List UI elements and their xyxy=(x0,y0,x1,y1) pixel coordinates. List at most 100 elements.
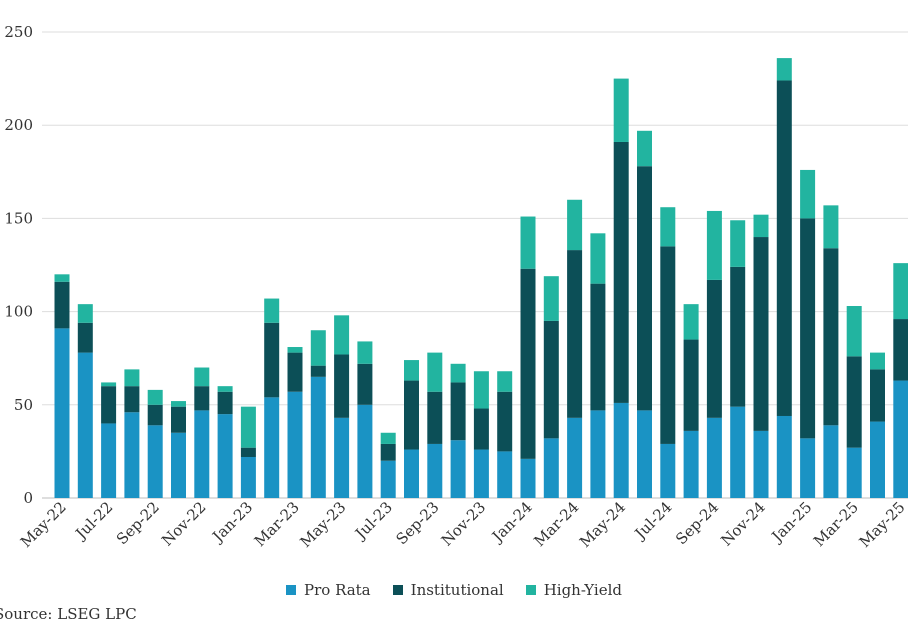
x-tick-label: Mar-24 xyxy=(530,498,582,550)
bar-segment-high-yield xyxy=(404,360,419,381)
bar-segment-institutional xyxy=(473,408,489,450)
bar-segment-high-yield xyxy=(77,304,93,323)
bar-segment-pro-rata xyxy=(217,414,233,498)
bar-segment-pro-rata xyxy=(310,376,326,498)
bar-segment-institutional xyxy=(590,283,606,411)
x-tick-label: Nov-24 xyxy=(717,498,768,549)
x-tick-label: Jul-22 xyxy=(71,498,117,544)
legend-item-high-yield: High-Yield xyxy=(525,581,622,599)
bar-segment-institutional xyxy=(800,218,816,439)
y-tick-label: 250 xyxy=(4,23,33,41)
bar-segment-institutional xyxy=(194,386,210,411)
bar-segment-pro-rata xyxy=(171,432,186,498)
bar-segment-pro-rata xyxy=(497,451,513,498)
bar-segment-pro-rata xyxy=(194,410,210,498)
bar-segment-high-yield xyxy=(264,298,280,323)
bar-segment-institutional xyxy=(240,447,256,457)
bar-segment-high-yield xyxy=(171,401,186,407)
legend-label-institutional: Institutional xyxy=(410,581,504,599)
bar-segment-institutional xyxy=(613,141,629,403)
bar-segment-high-yield xyxy=(147,389,163,405)
bar-segment-pro-rata xyxy=(287,391,303,498)
legend-swatch-high-yield xyxy=(525,585,536,595)
bar-segment-pro-rata xyxy=(54,328,70,498)
legend-label-pro-rata: Pro Rata xyxy=(304,581,371,599)
bar-segment-pro-rata xyxy=(124,412,140,498)
bar-segment-institutional xyxy=(870,369,885,422)
bar-segment-high-yield xyxy=(590,233,606,284)
bar-segment-institutional xyxy=(730,266,746,407)
x-tick-label: Jul-24 xyxy=(630,498,676,544)
bars xyxy=(54,58,908,498)
bar-segment-pro-rata xyxy=(846,447,862,498)
bar-segment-institutional xyxy=(706,279,722,418)
bar-segment-institutional xyxy=(404,380,419,450)
bar-segment-pro-rata xyxy=(147,425,163,498)
legend-label-high-yield: High-Yield xyxy=(543,581,622,599)
x-tick-label: Sep-23 xyxy=(392,498,442,548)
x-tick-label: May-25 xyxy=(856,498,908,551)
bar-segment-institutional xyxy=(287,352,303,392)
bar-segment-pro-rata xyxy=(520,458,536,498)
bar-segment-high-yield xyxy=(217,386,233,392)
legend-swatch-institutional xyxy=(392,585,403,595)
bar-segment-institutional xyxy=(334,354,350,418)
bar-segment-institutional xyxy=(264,322,280,398)
bar-segment-pro-rata xyxy=(450,440,466,498)
bar-segment-high-yield xyxy=(776,58,792,81)
bar-segment-pro-rata xyxy=(567,417,583,498)
bar-segment-high-yield xyxy=(54,274,70,282)
x-tick-label: Jan-24 xyxy=(487,498,536,547)
y-tick-label: 150 xyxy=(4,209,33,227)
bar-segment-pro-rata xyxy=(77,352,93,498)
y-axis-ticks: 0 50 100 150 200 250 xyxy=(4,23,33,507)
bar-segment-high-yield xyxy=(683,304,699,340)
bar-segment-high-yield xyxy=(706,210,722,280)
bar-segment-high-yield xyxy=(101,382,117,387)
bar-segment-pro-rata xyxy=(637,410,652,498)
bar-segment-high-yield xyxy=(427,352,443,392)
bar-segment-institutional xyxy=(357,363,373,405)
bar-segment-high-yield xyxy=(660,207,676,247)
bar-segment-institutional xyxy=(683,339,699,431)
bar-segment-high-yield xyxy=(543,276,559,321)
bar-segment-institutional xyxy=(380,443,396,461)
bar-segment-pro-rata xyxy=(357,404,373,498)
bar-segment-institutional xyxy=(54,281,70,329)
x-tick-label: May-23 xyxy=(296,498,349,551)
bar-segment-institutional xyxy=(310,365,326,377)
bar-segment-institutional xyxy=(567,250,583,418)
y-tick-label: 200 xyxy=(4,116,33,134)
bar-segment-high-yield xyxy=(567,199,583,251)
legend: Pro Rata Institutional High-Yield xyxy=(0,581,908,599)
x-tick-label: Sep-22 xyxy=(113,498,163,548)
bar-segment-high-yield xyxy=(800,169,816,219)
bar-segment-high-yield xyxy=(520,216,536,269)
bar-segment-pro-rata xyxy=(264,397,280,498)
bar-segment-institutional xyxy=(846,356,862,448)
x-tick-label: Jan-23 xyxy=(208,498,257,547)
bar-segment-high-yield xyxy=(287,347,303,353)
bar-segment-institutional xyxy=(520,268,536,459)
bar-segment-pro-rata xyxy=(800,438,816,498)
x-tick-label: May-24 xyxy=(576,498,629,551)
bar-segment-high-yield xyxy=(846,306,862,357)
bar-segment-pro-rata xyxy=(893,380,908,498)
x-tick-label: Mar-25 xyxy=(810,498,862,550)
bar-segment-high-yield xyxy=(310,330,326,366)
bar-segment-institutional xyxy=(543,320,559,439)
bar-segment-pro-rata xyxy=(753,430,769,498)
bar-segment-pro-rata xyxy=(240,456,256,498)
bar-segment-high-yield xyxy=(497,371,513,392)
bar-segment-pro-rata xyxy=(404,449,419,498)
x-tick-label: Nov-22 xyxy=(158,498,209,549)
bar-segment-high-yield xyxy=(753,214,769,238)
bar-segment-pro-rata xyxy=(101,423,117,498)
bar-segment-pro-rata xyxy=(473,449,489,498)
bar-segment-pro-rata xyxy=(613,402,629,498)
bar-segment-high-yield xyxy=(380,432,396,444)
bar-segment-high-yield xyxy=(473,371,489,409)
bar-segment-pro-rata xyxy=(334,417,350,498)
y-tick-label: 100 xyxy=(4,303,33,321)
